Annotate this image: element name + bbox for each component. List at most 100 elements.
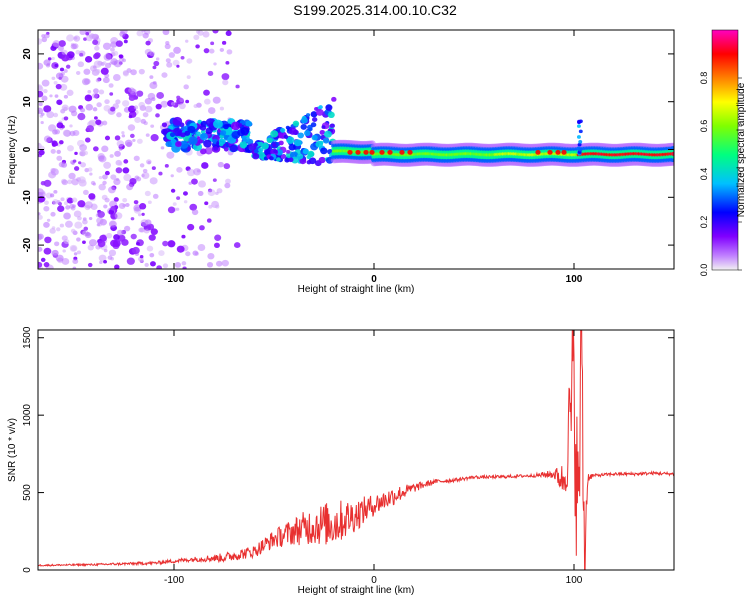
spectrogram-cell [133,105,139,110]
spectrogram-cell [95,68,101,74]
spectrogram-cell [144,97,152,105]
spectrogram-cell [185,251,191,257]
spectrogram-cell [286,136,295,144]
spectrogram-cell [229,137,235,142]
spectrogram-cell [205,145,214,153]
spectrogram-cell [59,223,65,228]
spectrogram-cell [72,266,77,269]
spectrogram-cell [38,212,41,216]
spectrogram-cell [280,154,287,159]
spectrogram-cell [218,138,226,145]
spectrogram-cell [169,132,176,138]
spectrogram-cell [113,234,120,241]
spectrogram-cell [149,81,158,90]
spectrogram-cell [63,69,68,73]
spectrogram-cell [108,249,117,257]
spectrogram-cell [93,53,100,60]
spectrogram-cell [577,142,582,147]
spectrogram-cell [69,124,73,128]
spectrogram-cell [82,189,89,195]
spectrogram-cell [307,150,315,157]
spectrogram-cell [92,182,96,186]
spectrogram-cell [70,43,77,50]
spectrogram-cell [144,105,153,113]
spectrogram-cell [116,140,125,147]
spectrogram-cell [87,262,93,268]
spectrogram-cell [77,61,85,68]
spectrogram-cell [216,188,223,194]
spectrogram-cell [130,233,137,240]
spectrogram-cell [175,141,182,148]
spectrogram-cell [73,166,80,171]
spectrogram-cell [300,123,307,130]
snr-y-label: SNR (10 * v/v) [7,418,18,482]
spectrogram-cell [63,212,71,220]
spectrogram-cell [230,121,241,131]
spectrogram-cell [54,63,59,68]
spectrogram-cell [273,149,278,154]
spectrogram-x-label: Height of straight line (km) [298,284,415,295]
spectrogram-cell [291,156,299,164]
spectrogram-cell [387,149,393,155]
spectrogram-cell [148,234,156,241]
spectrogram-cell [207,252,215,260]
spectrogram-cell [145,40,151,46]
spectrogram-cell [100,67,109,75]
spectrogram-cell [52,198,59,205]
spectrogram-cell [73,35,81,42]
spectrogram-cell [164,43,171,50]
y-tick-label: 500 [22,484,33,501]
spectrogram-cell [62,129,71,137]
spectrogram-cell [576,124,581,128]
spectrogram-cell [170,174,174,178]
spectrogram-cell [205,127,213,135]
spectrogram-cell [193,34,200,41]
spectrogram-cell [99,260,103,265]
spectrogram-cell [72,258,79,265]
spectrogram-cell [75,50,81,55]
spectrogram-cell [122,100,130,107]
spectrogram-cell [174,262,182,268]
spectrogram-cell [285,125,290,130]
spectrogram-cell [315,140,323,148]
spectrogram-cell [186,58,193,64]
spectrogram-cell [108,83,114,88]
spectrogram-cell [102,180,107,185]
spectrogram-cell [38,246,43,252]
spectrogram-cell [185,99,190,104]
spectrogram-cell [44,236,52,244]
spectrogram-cell [51,226,56,230]
spectrogram-cell [95,78,101,83]
spectrogram-cell [210,41,215,46]
spectrogram-cell [143,226,148,230]
spectrogram-cell [125,202,130,208]
spectrogram-cell [297,132,304,139]
spectrogram-cell [258,147,264,153]
spectrogram-cell [155,103,162,110]
spectrogram-cell [38,102,43,107]
y-tick-label: 1500 [22,326,33,349]
spectrogram-cell [41,95,48,102]
spectrogram-cell [140,118,147,124]
x-tick-label: -100 [164,575,184,586]
spectrogram-cell [195,131,201,137]
spectrogram-cell [578,140,583,144]
spectrogram-cell [162,263,169,269]
spectrogram-cell [71,197,78,203]
spectrogram-cell [61,179,68,186]
spectrogram-cell [102,174,108,180]
spectrogram-cell [103,259,107,264]
spectrogram-cell [127,124,136,131]
spectrogram-cell [220,130,227,136]
spectrogram-cell [38,84,43,91]
spectrogram-cell [56,155,63,161]
spectrogram-cell [136,30,144,37]
spectrogram-cell [82,219,88,225]
spectrogram-cell [61,54,70,62]
spectrogram-cell [70,228,76,234]
spectrogram-cell [142,168,148,173]
spectrogram-cell [178,102,186,110]
spectrogram-cell [187,169,196,177]
spectrogram-cell [135,176,142,182]
spectrogram-cell [141,30,146,33]
